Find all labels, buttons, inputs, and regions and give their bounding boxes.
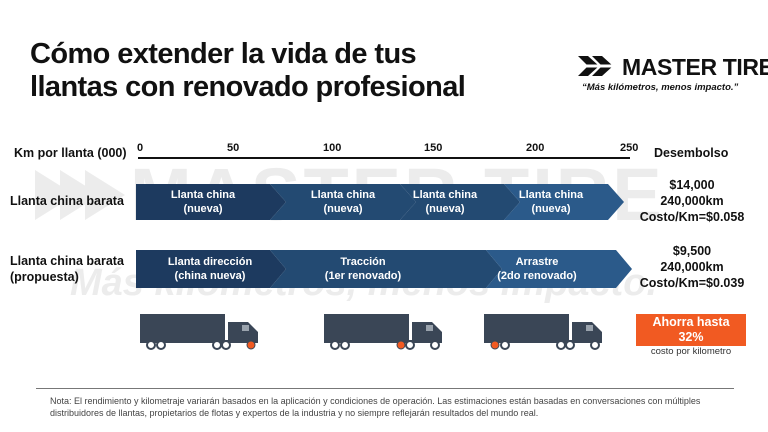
axis-tick: 150 bbox=[424, 142, 443, 154]
cost-amount: $9,500 bbox=[672, 244, 712, 258]
row-label-line: (propuesta) bbox=[10, 270, 79, 284]
arrow-segment bbox=[136, 250, 286, 288]
savings-caption: costo por kilometro bbox=[650, 346, 732, 357]
arrow-segment-label: Arrastre (2do renovado) bbox=[497, 256, 577, 282]
axis-tick: 100 bbox=[323, 142, 342, 154]
arrow-segment-label: Llanta china (nueva) bbox=[518, 189, 584, 215]
axis-tick: 0 bbox=[137, 142, 144, 154]
axis-line bbox=[138, 157, 630, 159]
arrow-segment bbox=[504, 184, 624, 220]
cost-amount: $14,000 bbox=[669, 178, 715, 192]
cost-block: $9,500 240,000km Costo/Km=$0.039 bbox=[632, 243, 752, 291]
cost-km: 240,000km bbox=[660, 194, 724, 208]
row-2-arrows bbox=[136, 250, 632, 288]
cost-header: Desembolso bbox=[654, 146, 729, 160]
watermark-logo-icon bbox=[35, 170, 125, 220]
arrow-segment bbox=[136, 184, 286, 220]
row-label-line: Llanta china barata bbox=[10, 254, 124, 268]
arrow-segment bbox=[486, 250, 632, 288]
arrow-segment bbox=[270, 250, 502, 288]
row-label-line: Llanta china barata bbox=[10, 194, 124, 208]
arrow-segment-label: Llanta china (nueva) bbox=[412, 189, 478, 215]
brand-name: MASTER TIRE bbox=[622, 54, 768, 80]
cost-block: $14,000 240,000km Costo/Km=$0.058 bbox=[632, 177, 752, 225]
row-label: Llanta china barata (propuesta) bbox=[10, 253, 124, 285]
footnote: Nota: El rendimiento y kilometraje varia… bbox=[50, 396, 701, 418]
arrow-segment bbox=[270, 184, 416, 220]
cost-km: 240,000km bbox=[660, 260, 724, 274]
arrow-segment-label: Tracción (1er renovado) bbox=[324, 256, 402, 282]
master-tire-logo-icon bbox=[578, 56, 620, 76]
savings-badge: Ahorra hasta 32% bbox=[636, 314, 746, 346]
axis-tick: 50 bbox=[227, 142, 240, 154]
page-title: Cómo extender la vida de tus llantas con… bbox=[30, 38, 466, 103]
cost-per-km: Costo/Km=$0.039 bbox=[639, 276, 745, 290]
arrow-segment bbox=[400, 184, 520, 220]
axis-label: Km por llanta (000) bbox=[14, 146, 127, 160]
brand-logo: MASTER TIRE “Más kilómetros, menos impac… bbox=[576, 54, 768, 98]
divider bbox=[36, 388, 734, 389]
axis-tick: 250 bbox=[620, 142, 639, 154]
brand-slogan: “Más kilómetros, menos impacto.” bbox=[582, 82, 739, 93]
truck-icon bbox=[324, 314, 442, 350]
truck-icon bbox=[140, 314, 258, 350]
truck-icon bbox=[484, 314, 602, 350]
arrow-segment-label: Llanta dirección (china nueva) bbox=[167, 256, 253, 282]
savings-percent: 32% bbox=[678, 330, 704, 344]
savings-line: Ahorra hasta bbox=[652, 315, 730, 329]
arrow-segment-label: Llanta china (nueva) bbox=[310, 189, 376, 215]
row-label: Llanta china barata bbox=[10, 194, 124, 209]
axis-tick: 200 bbox=[526, 142, 545, 154]
cost-per-km: Costo/Km=$0.058 bbox=[639, 210, 745, 224]
row-1-arrows bbox=[136, 184, 624, 220]
arrow-segment-label: Llanta china (nueva) bbox=[170, 189, 236, 215]
